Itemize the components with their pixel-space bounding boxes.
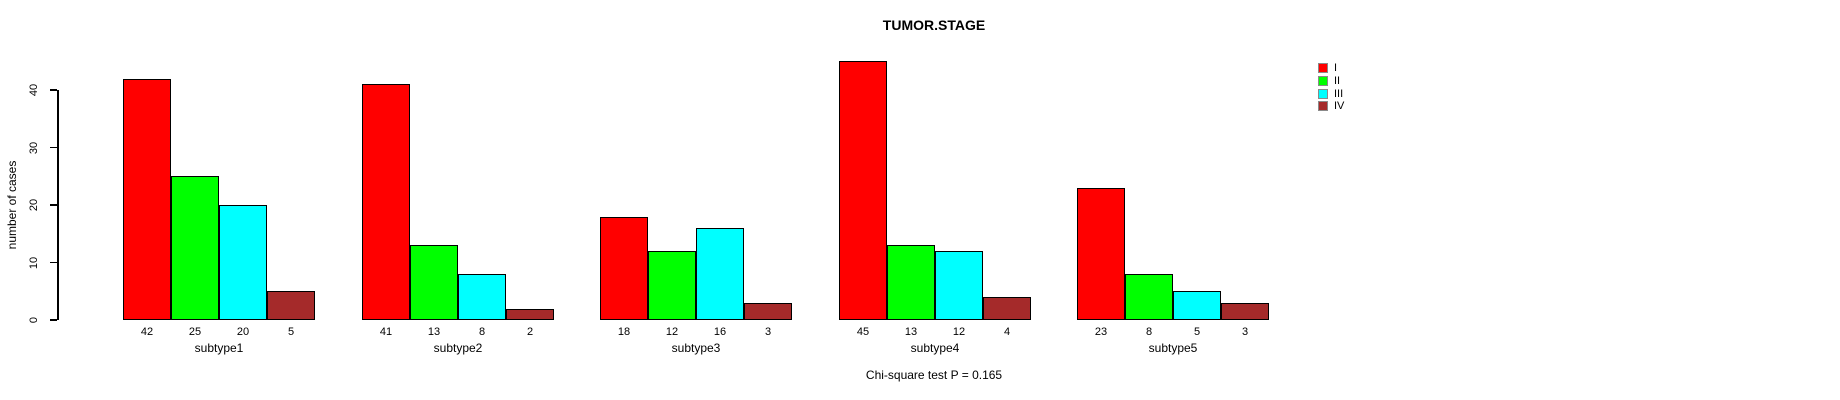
bar-value-label: 5 [287, 326, 295, 338]
bar-subtype3-stage-I [600, 216, 648, 320]
chi-square-annotation: Chi-square test P = 0.165 [865, 368, 1003, 382]
legend-label: I [1334, 62, 1338, 75]
legend-label: IV [1334, 100, 1345, 113]
y-tick-label: 30 [28, 141, 40, 154]
legend-swatch-III [1318, 88, 1328, 99]
bar-subtype1-stage-IV [267, 291, 315, 320]
bar-subtype1-stage-II [171, 176, 219, 320]
legend-item-I: I [1318, 62, 1344, 75]
bar-value-label: 2 [526, 326, 534, 338]
legend-label: III [1334, 87, 1344, 100]
bar-subtype4-stage-III [935, 251, 983, 320]
bar-value-label: 41 [379, 326, 393, 338]
legend-swatch-II [1318, 76, 1328, 87]
bar-subtype5-stage-IV [1221, 302, 1269, 320]
y-tick-label: 20 [28, 198, 40, 212]
bar-subtype4-stage-II [887, 245, 935, 320]
bar-value-label: 5 [1193, 326, 1201, 338]
y-tick-label: 0 [28, 316, 40, 324]
bar-subtype2-stage-I [362, 84, 410, 320]
legend: I II III IV [1318, 62, 1344, 113]
x-category-label: subtype3 [671, 341, 721, 355]
bar-subtype3-stage-II [648, 251, 696, 320]
y-tick-label: 10 [28, 256, 40, 269]
bar-value-label: 12 [665, 326, 679, 338]
bar-value-label: 45 [856, 326, 870, 338]
bar-value-label: 3 [764, 326, 772, 338]
bar-subtype5-stage-III [1173, 291, 1221, 320]
bar-value-label: 42 [140, 326, 154, 338]
bar-subtype2-stage-III [458, 274, 506, 320]
y-tick [50, 146, 57, 149]
bar-subtype3-stage-IV [744, 302, 792, 320]
legend-item-IV: IV [1318, 100, 1344, 113]
bar-value-label: 23 [1094, 326, 1108, 338]
chart-title: TUMOR.STAGE [882, 17, 986, 33]
y-axis-title: number of cases [5, 160, 19, 250]
x-category-label: subtype4 [910, 341, 960, 355]
bar-subtype5-stage-II [1125, 274, 1173, 320]
y-axis-line [57, 90, 59, 320]
bar-subtype4-stage-IV [983, 297, 1031, 320]
bar-subtype2-stage-II [410, 245, 458, 320]
legend-item-III: III [1318, 87, 1344, 100]
bar-subtype1-stage-III [219, 205, 267, 320]
y-tick [50, 89, 57, 91]
bar-subtype1-stage-I [123, 78, 171, 320]
bar-value-label: 16 [713, 326, 727, 338]
bar-value-label: 3 [1241, 326, 1249, 338]
bar-subtype3-stage-III [696, 228, 744, 320]
y-tick [50, 204, 57, 206]
bar-value-label: 20 [236, 326, 250, 338]
legend-label: II [1334, 75, 1341, 88]
y-tick-label: 40 [28, 83, 40, 97]
bar-value-label: 4 [1003, 326, 1011, 338]
bar-value-label: 13 [904, 326, 918, 338]
legend-swatch-I [1318, 63, 1328, 74]
y-tick [50, 261, 57, 264]
bar-subtype4-stage-I [839, 61, 887, 320]
bar-value-label: 25 [188, 326, 202, 338]
bar-value-label: 18 [617, 326, 631, 338]
bar-subtype2-stage-IV [506, 308, 554, 320]
bar-value-label: 12 [952, 326, 966, 338]
legend-swatch-IV [1318, 101, 1328, 112]
y-tick [50, 319, 57, 321]
legend-item-II: II [1318, 75, 1344, 88]
x-category-label: subtype5 [1148, 341, 1198, 355]
x-category-label: subtype2 [433, 341, 483, 355]
bar-value-label: 8 [1145, 326, 1153, 338]
bar-subtype5-stage-I [1077, 187, 1125, 320]
bar-value-label: 8 [478, 326, 486, 338]
bar-value-label: 13 [427, 326, 441, 338]
x-category-label: subtype1 [194, 341, 244, 355]
